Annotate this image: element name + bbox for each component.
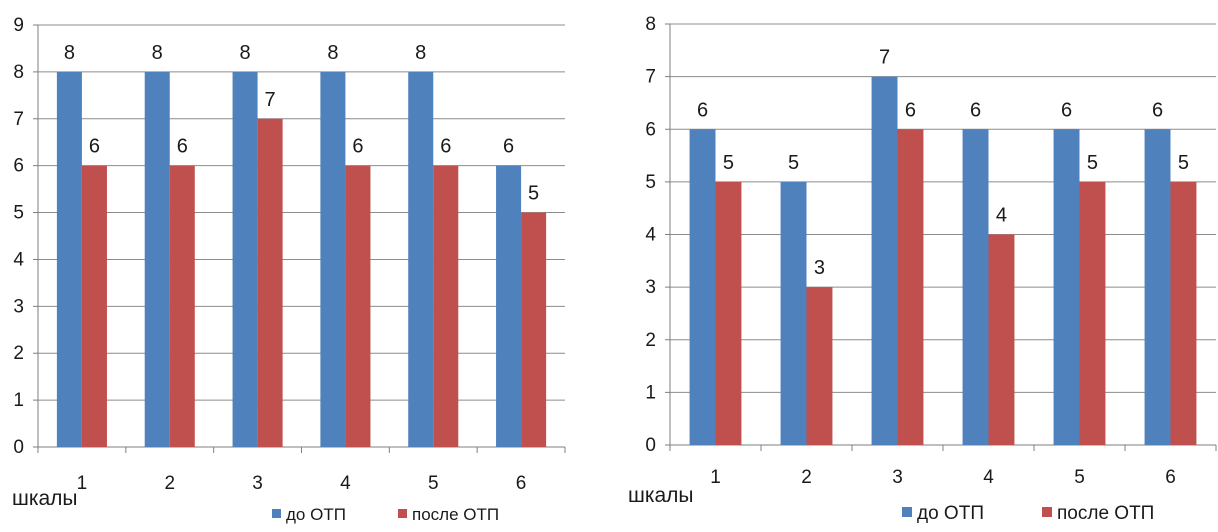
chart-left: 0 1 2 3 4 5 6 7 8 9 8 6 1 8 6 2 8 7 3 8 6 4 8 6 5 6 5 6 шкалы до ОТП п… [0, 0, 600, 527]
left-bar-before [56, 71, 82, 447]
right-data-label: 5 [723, 152, 734, 174]
left-legend-swatch [272, 509, 281, 518]
left-data-label: 8 [327, 42, 338, 64]
right-data-label: 4 [996, 205, 1007, 227]
chart-right: 0 1 2 3 4 5 6 7 8 6 5 1 5 3 2 7 6 3 6 4 4 6 5 5 6 5 6 шкалы до ОТП по… [600, 0, 1218, 527]
right-legend-swatch [1042, 507, 1052, 517]
left-data-label: 8 [152, 42, 163, 64]
right-category-label: 3 [892, 467, 903, 488]
left-bar-after [81, 165, 107, 447]
right-category-label: 2 [801, 467, 812, 488]
right-bar-before [1053, 129, 1080, 445]
right-y-tick-label: 4 [645, 225, 656, 246]
left-data-label: 6 [177, 136, 188, 158]
left-bar-before [320, 71, 346, 447]
left-bar-before [496, 165, 522, 447]
right-legend-swatch [902, 507, 912, 517]
left-bar-before [232, 71, 258, 447]
right-y-tick-label: 6 [645, 119, 656, 140]
left-category-label: 1 [77, 473, 88, 494]
left-bar-after [257, 118, 283, 448]
right-data-label: 6 [905, 99, 916, 121]
left-category-label: 6 [516, 473, 527, 494]
left-bar-before [408, 71, 434, 447]
left-legend-label: после ОТП [412, 505, 499, 524]
left-data-label: 8 [64, 42, 75, 64]
right-y-tick-label: 3 [645, 277, 656, 298]
left-y-tick-label: 4 [13, 249, 24, 270]
right-data-label: 5 [1087, 152, 1098, 174]
right-y-tick-label: 7 [645, 67, 656, 88]
left-y-tick-label: 0 [13, 437, 24, 458]
right-bar-before [689, 129, 716, 445]
right-bar-before [962, 129, 989, 445]
right-y-tick-label: 5 [645, 172, 656, 193]
right-y-tick-label: 8 [645, 14, 656, 35]
left-data-label: 7 [265, 89, 276, 111]
left-legend-swatch [398, 509, 407, 518]
right-legend-label: до ОТП [917, 503, 984, 524]
left-y-tick-label: 1 [13, 390, 24, 411]
left-y-tick-label: 7 [13, 109, 24, 130]
left-category-label: 2 [164, 473, 175, 494]
left-y-tick-label: 5 [13, 203, 24, 224]
left-data-label: 6 [352, 136, 363, 158]
left-bar-after [169, 165, 195, 447]
right-bar-after [806, 287, 833, 445]
right-bar-before [871, 76, 898, 445]
right-y-tick-label: 2 [645, 330, 656, 351]
left-bar-after [521, 212, 547, 447]
right-category-label: 6 [1165, 467, 1176, 488]
left-y-tick-label: 6 [13, 156, 24, 177]
right-data-label: 5 [1178, 152, 1189, 174]
right-data-label: 5 [788, 152, 799, 174]
left-category-label: 3 [252, 473, 263, 494]
right-bar-before [780, 181, 807, 445]
right-bar-after [988, 234, 1015, 445]
right-data-label: 6 [970, 99, 981, 121]
right-category-label: 5 [1074, 467, 1085, 488]
left-y-tick-label: 9 [13, 15, 24, 36]
right-bar-after [715, 181, 742, 445]
right-category-label: 1 [710, 467, 721, 488]
right-y-tick-label: 1 [645, 382, 656, 403]
left-bar-after [433, 165, 459, 447]
right-data-label: 7 [879, 47, 890, 69]
right-category-label: 4 [983, 467, 994, 488]
right-bar-after [1170, 181, 1197, 445]
right-data-label: 6 [1152, 99, 1163, 121]
right-bar-after [897, 129, 924, 445]
left-bar-before [144, 71, 170, 447]
left-y-tick-label: 3 [13, 296, 24, 317]
left-data-label: 6 [440, 136, 451, 158]
right-data-label: 3 [814, 257, 825, 279]
chart-left-svg: 0 1 2 3 4 5 6 7 8 9 8 6 1 8 6 2 8 7 3 8 6 4 8 6 5 6 5 6 шкалы до ОТП п… [12, 15, 566, 524]
left-data-label: 5 [528, 183, 539, 205]
right-bar-after [1079, 181, 1106, 445]
right-bar-before [1144, 129, 1171, 445]
left-data-label: 6 [503, 136, 514, 158]
left-y-tick-label: 8 [13, 62, 24, 83]
right-data-label: 6 [1061, 99, 1072, 121]
left-category-label: 4 [340, 473, 351, 494]
left-x-axis-title: шкалы [12, 487, 78, 510]
left-data-label: 8 [240, 42, 251, 64]
left-data-label: 6 [89, 136, 100, 158]
right-data-label: 6 [697, 99, 708, 121]
right-y-tick-label: 0 [645, 435, 656, 456]
right-x-axis-title: шкалы [628, 484, 694, 507]
left-bar-after [345, 165, 371, 447]
left-category-label: 5 [428, 473, 439, 494]
left-data-label: 8 [415, 42, 426, 64]
chart-right-svg: 0 1 2 3 4 5 6 7 8 6 5 1 5 3 2 7 6 3 6 4 4 6 5 5 6 5 6 шкалы до ОТП по… [628, 14, 1217, 524]
right-legend-label: после ОТП [1057, 503, 1154, 524]
left-y-tick-label: 2 [13, 343, 24, 364]
left-legend-label: до ОТП [286, 505, 346, 524]
